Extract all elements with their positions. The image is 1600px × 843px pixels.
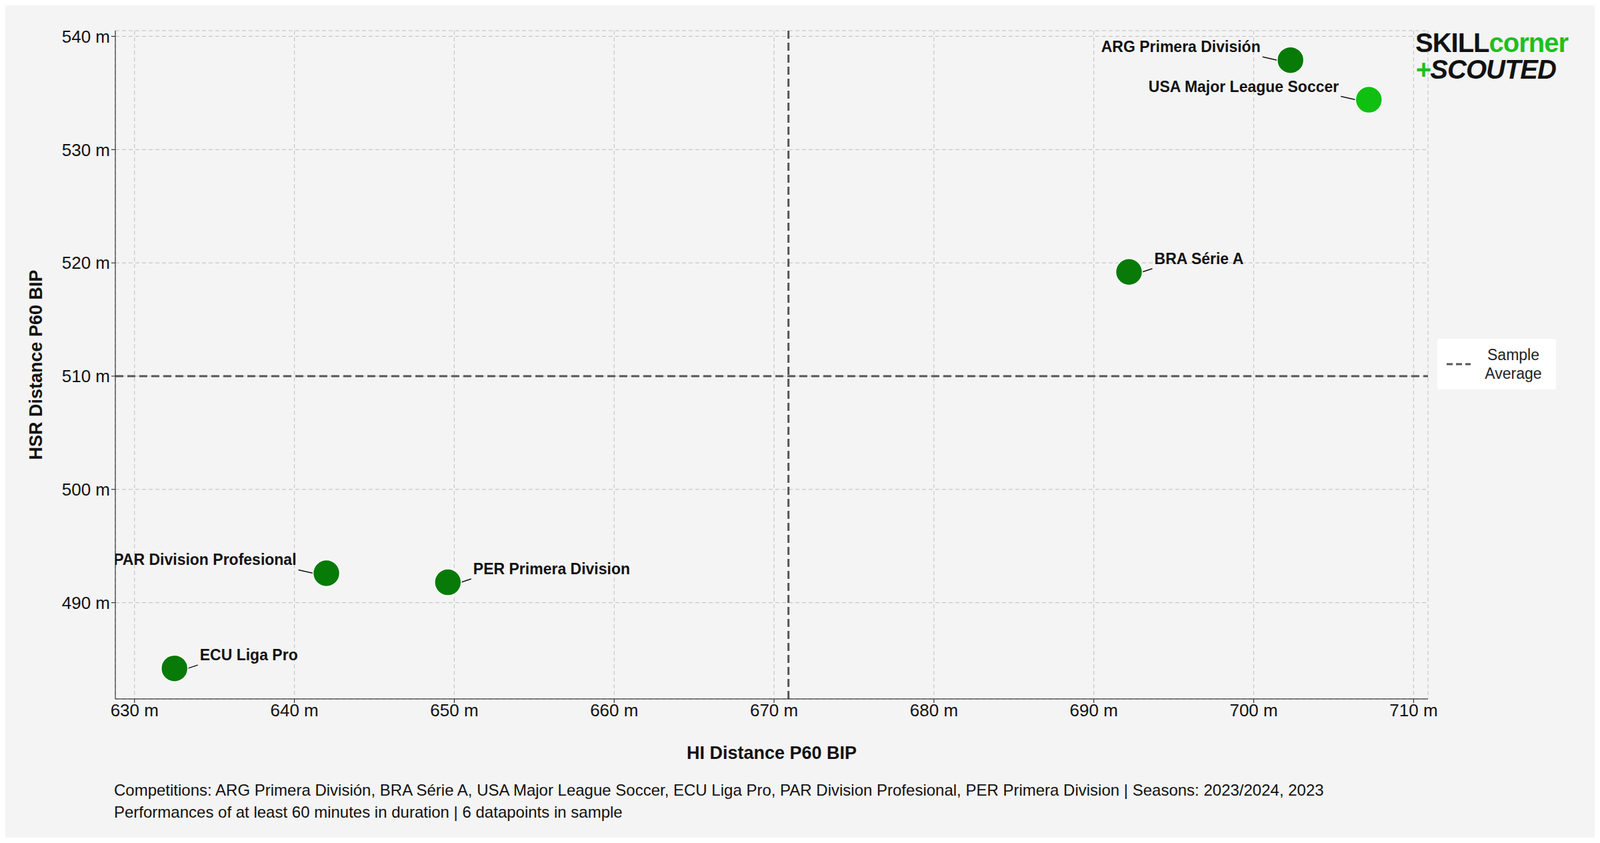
svg-text:490 m: 490 m xyxy=(62,592,110,613)
svg-text:530 m: 530 m xyxy=(62,140,110,160)
svg-text:PAR Division Profesional: PAR Division Profesional xyxy=(115,550,297,568)
html-text:SKILL corner: SKILL corner xyxy=(1415,28,1568,58)
html-text:+ SCOUTED: + SCOUTED xyxy=(1415,54,1556,84)
svg-text:520 m: 520 m xyxy=(62,252,110,273)
svg-text:540 m: 540 m xyxy=(62,26,110,47)
svg-text:660 m: 660 m xyxy=(590,700,638,720)
svg-text:USA Major League Soccer: USA Major League Soccer xyxy=(1148,78,1340,96)
svg-text:HSR Distance P60 BIP: HSR Distance P60 BIP xyxy=(26,269,46,460)
svg-text:650 m: 650 m xyxy=(430,700,478,720)
svg-text:640 m: 640 m xyxy=(270,700,318,720)
svg-text:ARG Primera División: ARG Primera División xyxy=(1101,38,1261,56)
html-text:Competitions: ARG Primera Divi: Competitions: ARG Primera División, BRA … xyxy=(114,780,1324,799)
svg-text:BRA Série A: BRA Série A xyxy=(1154,250,1244,268)
svg-text:710 m: 710 m xyxy=(1389,700,1438,720)
html-text:Sample Average: Sample Average xyxy=(1484,346,1542,382)
svg-text:630 m: 630 m xyxy=(110,700,159,720)
html-text:Performances of at least 60 mi: Performances of at least 60 minutes in d… xyxy=(114,802,623,821)
svg-text:670 m: 670 m xyxy=(750,700,798,720)
svg-text:PER Primera Division: PER Primera Division xyxy=(473,560,630,578)
svg-text:500 m: 500 m xyxy=(62,479,110,500)
svg-text:HI Distance P60 BIP: HI Distance P60 BIP xyxy=(686,742,857,763)
svg-text:ECU Liga Pro: ECU Liga Pro xyxy=(200,646,298,664)
svg-text:690 m: 690 m xyxy=(1070,700,1118,720)
svg-text:510 m: 510 m xyxy=(62,366,110,386)
svg-text:680 m: 680 m xyxy=(910,700,958,720)
svg-text:700 m: 700 m xyxy=(1229,700,1278,720)
